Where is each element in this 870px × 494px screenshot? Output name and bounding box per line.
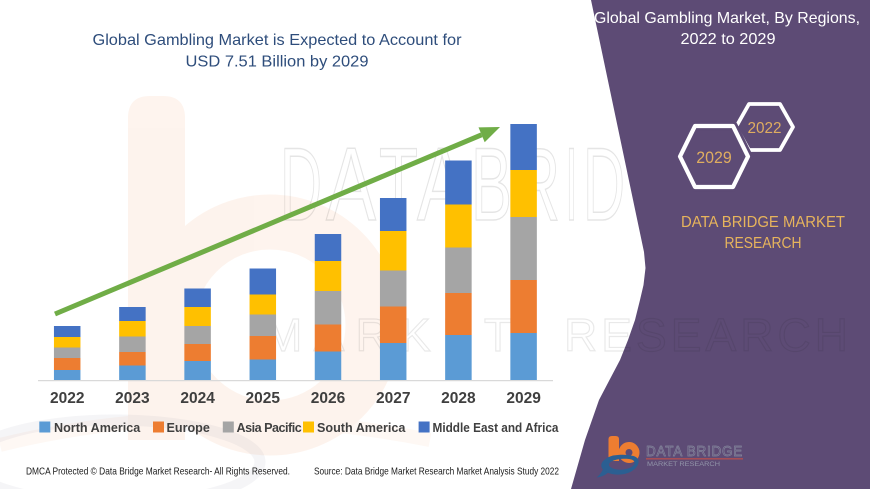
svg-text:DATA BRIDGE MARKET: DATA BRIDGE MARKET [681,214,846,231]
svg-text:A: A [326,127,376,243]
svg-text:2023: 2023 [115,390,150,407]
svg-text:Europe: Europe [167,421,210,435]
svg-text:2029: 2029 [696,148,732,167]
svg-text:RESEARCH: RESEARCH [564,309,848,361]
svg-text:2025: 2025 [246,390,281,407]
svg-text:USD 7.51 Billion by 2029: USD 7.51 Billion by 2029 [186,54,369,71]
svg-text:2022: 2022 [748,120,782,137]
svg-text:Asia Pacific: Asia Pacific [237,421,302,435]
svg-text:I: I [565,127,578,243]
svg-text:South America: South America [317,421,406,435]
svg-text:2027: 2027 [376,390,410,407]
svg-text:2022: 2022 [50,390,84,407]
svg-text:Global Gambling Market, By Reg: Global Gambling Market, By Regions, [594,10,860,27]
svg-text:2029: 2029 [506,390,541,407]
svg-text:2028: 2028 [441,390,476,407]
svg-text:D: D [583,127,625,243]
svg-text:2024: 2024 [180,390,215,407]
svg-text:North America: North America [54,421,141,435]
svg-text:2026: 2026 [311,390,346,407]
svg-text:B: B [471,127,512,243]
svg-text:Middle East and Africa: Middle East and Africa [433,421,560,435]
svg-text:Global Gambling Market is Expe: Global Gambling Market is Expected to Ac… [93,32,463,49]
svg-text:MARKET RESEARCH: MARKET RESEARCH [647,461,720,468]
svg-text:Source: Data Bridge Market Res: Source: Data Bridge Market Research Mark… [314,466,559,478]
svg-text:DATA BRIDGE: DATA BRIDGE [646,444,743,460]
svg-text:RESEARCH: RESEARCH [725,235,802,252]
svg-text:D: D [280,127,322,243]
svg-text:DMCA Protected © Data Bridge M: DMCA Protected © Data Bridge Market Rese… [26,466,290,478]
svg-text:2022 to 2029: 2022 to 2029 [681,31,776,48]
